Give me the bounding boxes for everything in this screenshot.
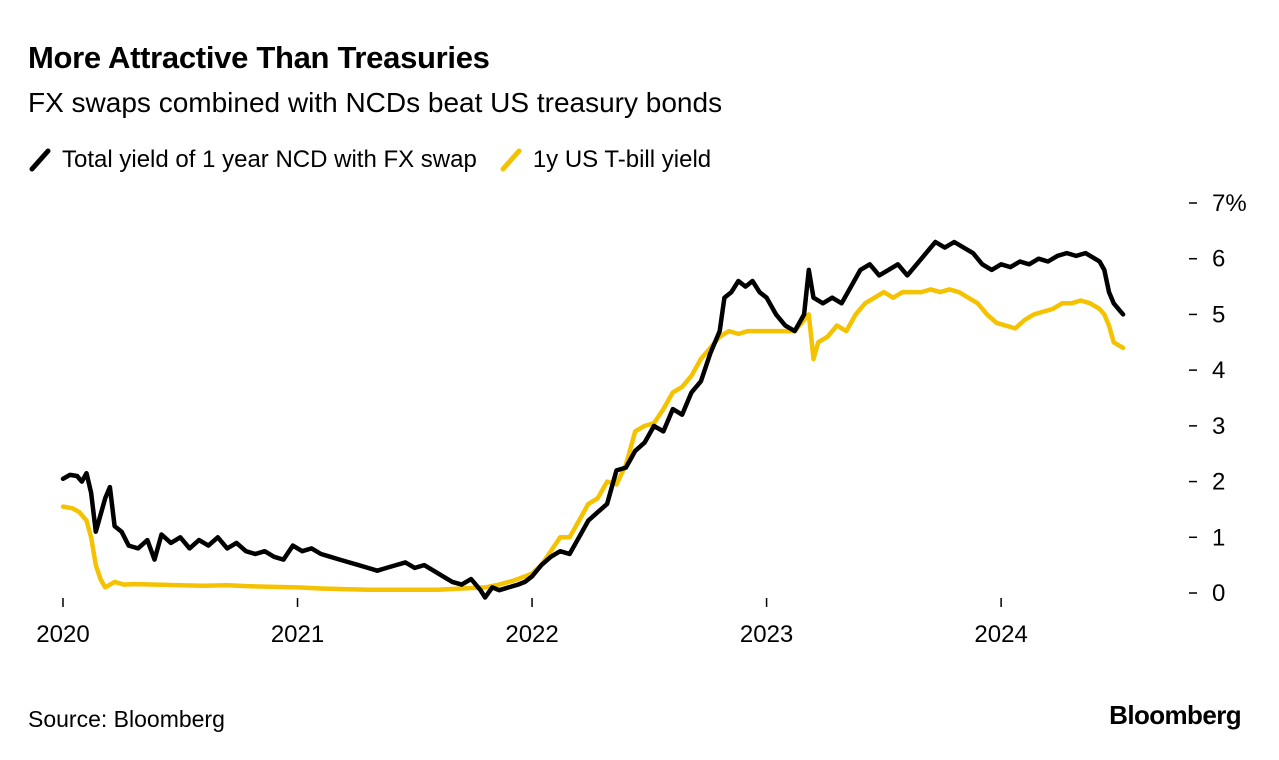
y-tick-label: 2 <box>1212 469 1225 496</box>
y-tick-label: 4 <box>1212 357 1225 384</box>
legend-label-ncd: Total yield of 1 year NCD with FX swap <box>62 146 477 173</box>
y-tick-label: 3 <box>1212 413 1225 440</box>
legend-swatch-ncd <box>29 148 51 172</box>
y-tick-label: 7% <box>1212 190 1247 217</box>
y-tick-label: 1 <box>1212 524 1225 551</box>
y-tick-label: 0 <box>1212 580 1225 607</box>
brand-logo: Bloomberg <box>1109 700 1241 730</box>
chart-subtitle: FX swaps combined with NCDs beat US trea… <box>28 87 723 118</box>
x-tick-label: 2024 <box>974 621 1027 648</box>
x-tick-label: 2020 <box>36 621 89 648</box>
legend-swatch-tbill <box>500 148 522 172</box>
x-tick-label: 2021 <box>271 621 324 648</box>
series-line-ncd <box>60 239 1126 600</box>
x-tick-label: 2023 <box>740 621 793 648</box>
legend: Total yield of 1 year NCD with FX swap 1… <box>28 146 733 174</box>
source-note: Source: Bloomberg <box>28 706 225 732</box>
x-tick-label: 2022 <box>505 621 558 648</box>
y-tick-label: 5 <box>1212 301 1225 328</box>
chart-title: More Attractive Than Treasuries <box>28 40 490 75</box>
chart-axes: 0 1 2 3 4 5 6 7% 2020 2021 2022 2023 2024 <box>36 190 1246 648</box>
y-tick-label: 6 <box>1212 246 1225 273</box>
chart-series <box>60 239 1126 600</box>
series-line-tbill <box>60 287 1126 592</box>
legend-label-tbill: 1y US T-bill yield <box>532 146 712 173</box>
legend-item-ncd: Total yield of 1 year NCD with FX swap <box>28 146 477 174</box>
legend-item-tbill: 1y US T-bill yield <box>499 146 711 174</box>
